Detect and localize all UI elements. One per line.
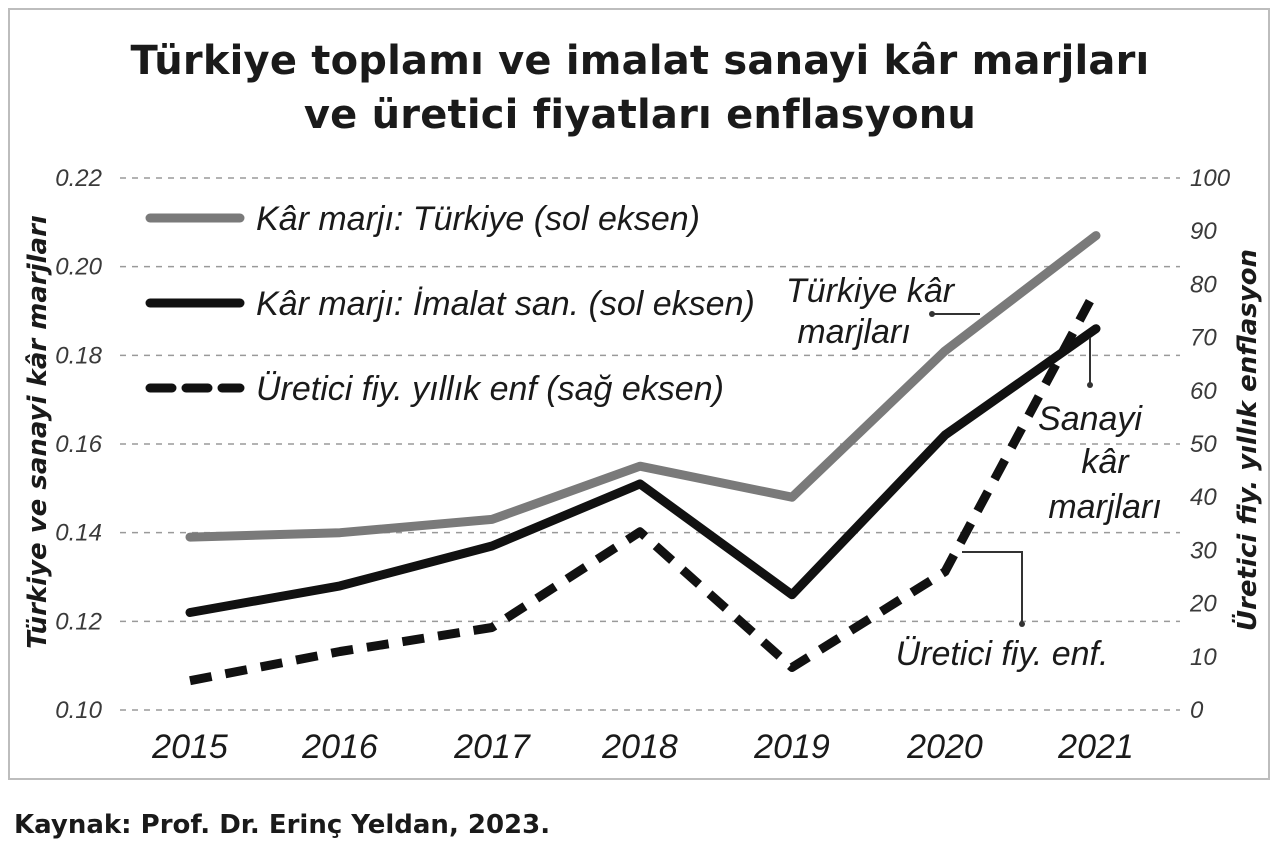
left-tick-label: 0.12 [55, 608, 102, 635]
source-note: Kaynak: Prof. Dr. Erinç Yeldan, 2023. [14, 810, 551, 840]
left-axis-title: Türkiye ve sanayi kâr marjları [23, 215, 53, 649]
legend: Kâr marjı: Türkiye (sol eksen) Kâr marjı… [145, 200, 755, 408]
annotation-turkiye-line-1: Türkiye kâr [786, 272, 956, 310]
left-tick-label: 0.10 [55, 697, 102, 724]
x-tick-label: 2021 [1057, 728, 1134, 766]
x-tick-label: 2015 [151, 728, 228, 766]
annotation-uretici-leader [962, 551, 1023, 624]
legend-label-turkiye: Kâr marjı: Türkiye (sol eksen) [256, 200, 700, 238]
right-tick-label: 10 [1190, 644, 1217, 671]
annotation-uretici-dot [1019, 621, 1025, 627]
chart-title-line-2: ve üretici fiyatları enflasyonu [303, 92, 977, 138]
left-tick-label: 0.14 [55, 520, 102, 547]
x-axis-ticks: 2015 2016 2017 2018 2019 2020 2021 [151, 728, 1134, 766]
left-tick-label: 0.18 [55, 342, 102, 369]
right-tick-label: 70 [1190, 325, 1217, 352]
annotation-turkiye-dot [929, 311, 935, 317]
series-line-uretici [189, 287, 1100, 686]
x-tick-label: 2018 [601, 728, 678, 766]
left-tick-label: 0.20 [55, 254, 102, 281]
chart-title-line-1: Türkiye toplamı ve imalat sanayi kâr mar… [130, 38, 1150, 84]
left-tick-label: 0.22 [55, 165, 102, 192]
left-tick-label: 0.16 [55, 431, 102, 458]
annotation-sanayi-line-2: kâr [1081, 443, 1130, 481]
annotation-turkiye-line-2: marjları [797, 313, 910, 351]
right-axis-ticks: 0 10 20 30 40 50 60 70 80 90 100 [1189, 165, 1231, 724]
x-tick-label: 2016 [301, 728, 378, 766]
right-tick-label: 90 [1190, 218, 1217, 245]
series-lines [185, 231, 1101, 686]
x-tick-label: 2019 [753, 728, 830, 766]
right-tick-label: 100 [1190, 165, 1231, 192]
right-tick-label: 50 [1190, 431, 1217, 458]
annotation-uretici-label: Üretici fiy. enf. [896, 635, 1109, 673]
x-tick-label: 2020 [906, 728, 983, 766]
legend-label-imalat: Kâr marjı: İmalat san. (sol eksen) [256, 285, 755, 323]
right-tick-label: 30 [1190, 537, 1217, 564]
right-axis-title: Üretici fiy. yıllık enflasyon [1230, 249, 1263, 631]
right-tick-label: 20 [1189, 591, 1217, 618]
series-line-imalat [185, 324, 1101, 617]
series-line-turkiye [185, 231, 1101, 542]
left-axis-ticks: 0.10 0.12 0.14 0.16 0.18 0.20 0.22 [55, 165, 102, 724]
right-tick-label: 80 [1190, 271, 1217, 298]
x-tick-label: 2017 [453, 728, 531, 766]
annotation-sanayi-line-1: Sanayi [1038, 400, 1143, 438]
right-tick-label: 0 [1190, 697, 1204, 724]
right-tick-label: 40 [1190, 484, 1217, 511]
annotation-sanayi-line-3: marjları [1048, 488, 1161, 526]
chart-frame [8, 8, 1270, 780]
legend-label-uretici: Üretici fiy. yıllık enf (sağ eksen) [256, 370, 724, 408]
annotation-sanayi-dot [1087, 382, 1093, 388]
grid-lines [120, 177, 1180, 711]
right-tick-label: 60 [1190, 378, 1217, 405]
annotations: Türkiye kâr marjları Sanayi kâr marjları… [786, 272, 1162, 673]
